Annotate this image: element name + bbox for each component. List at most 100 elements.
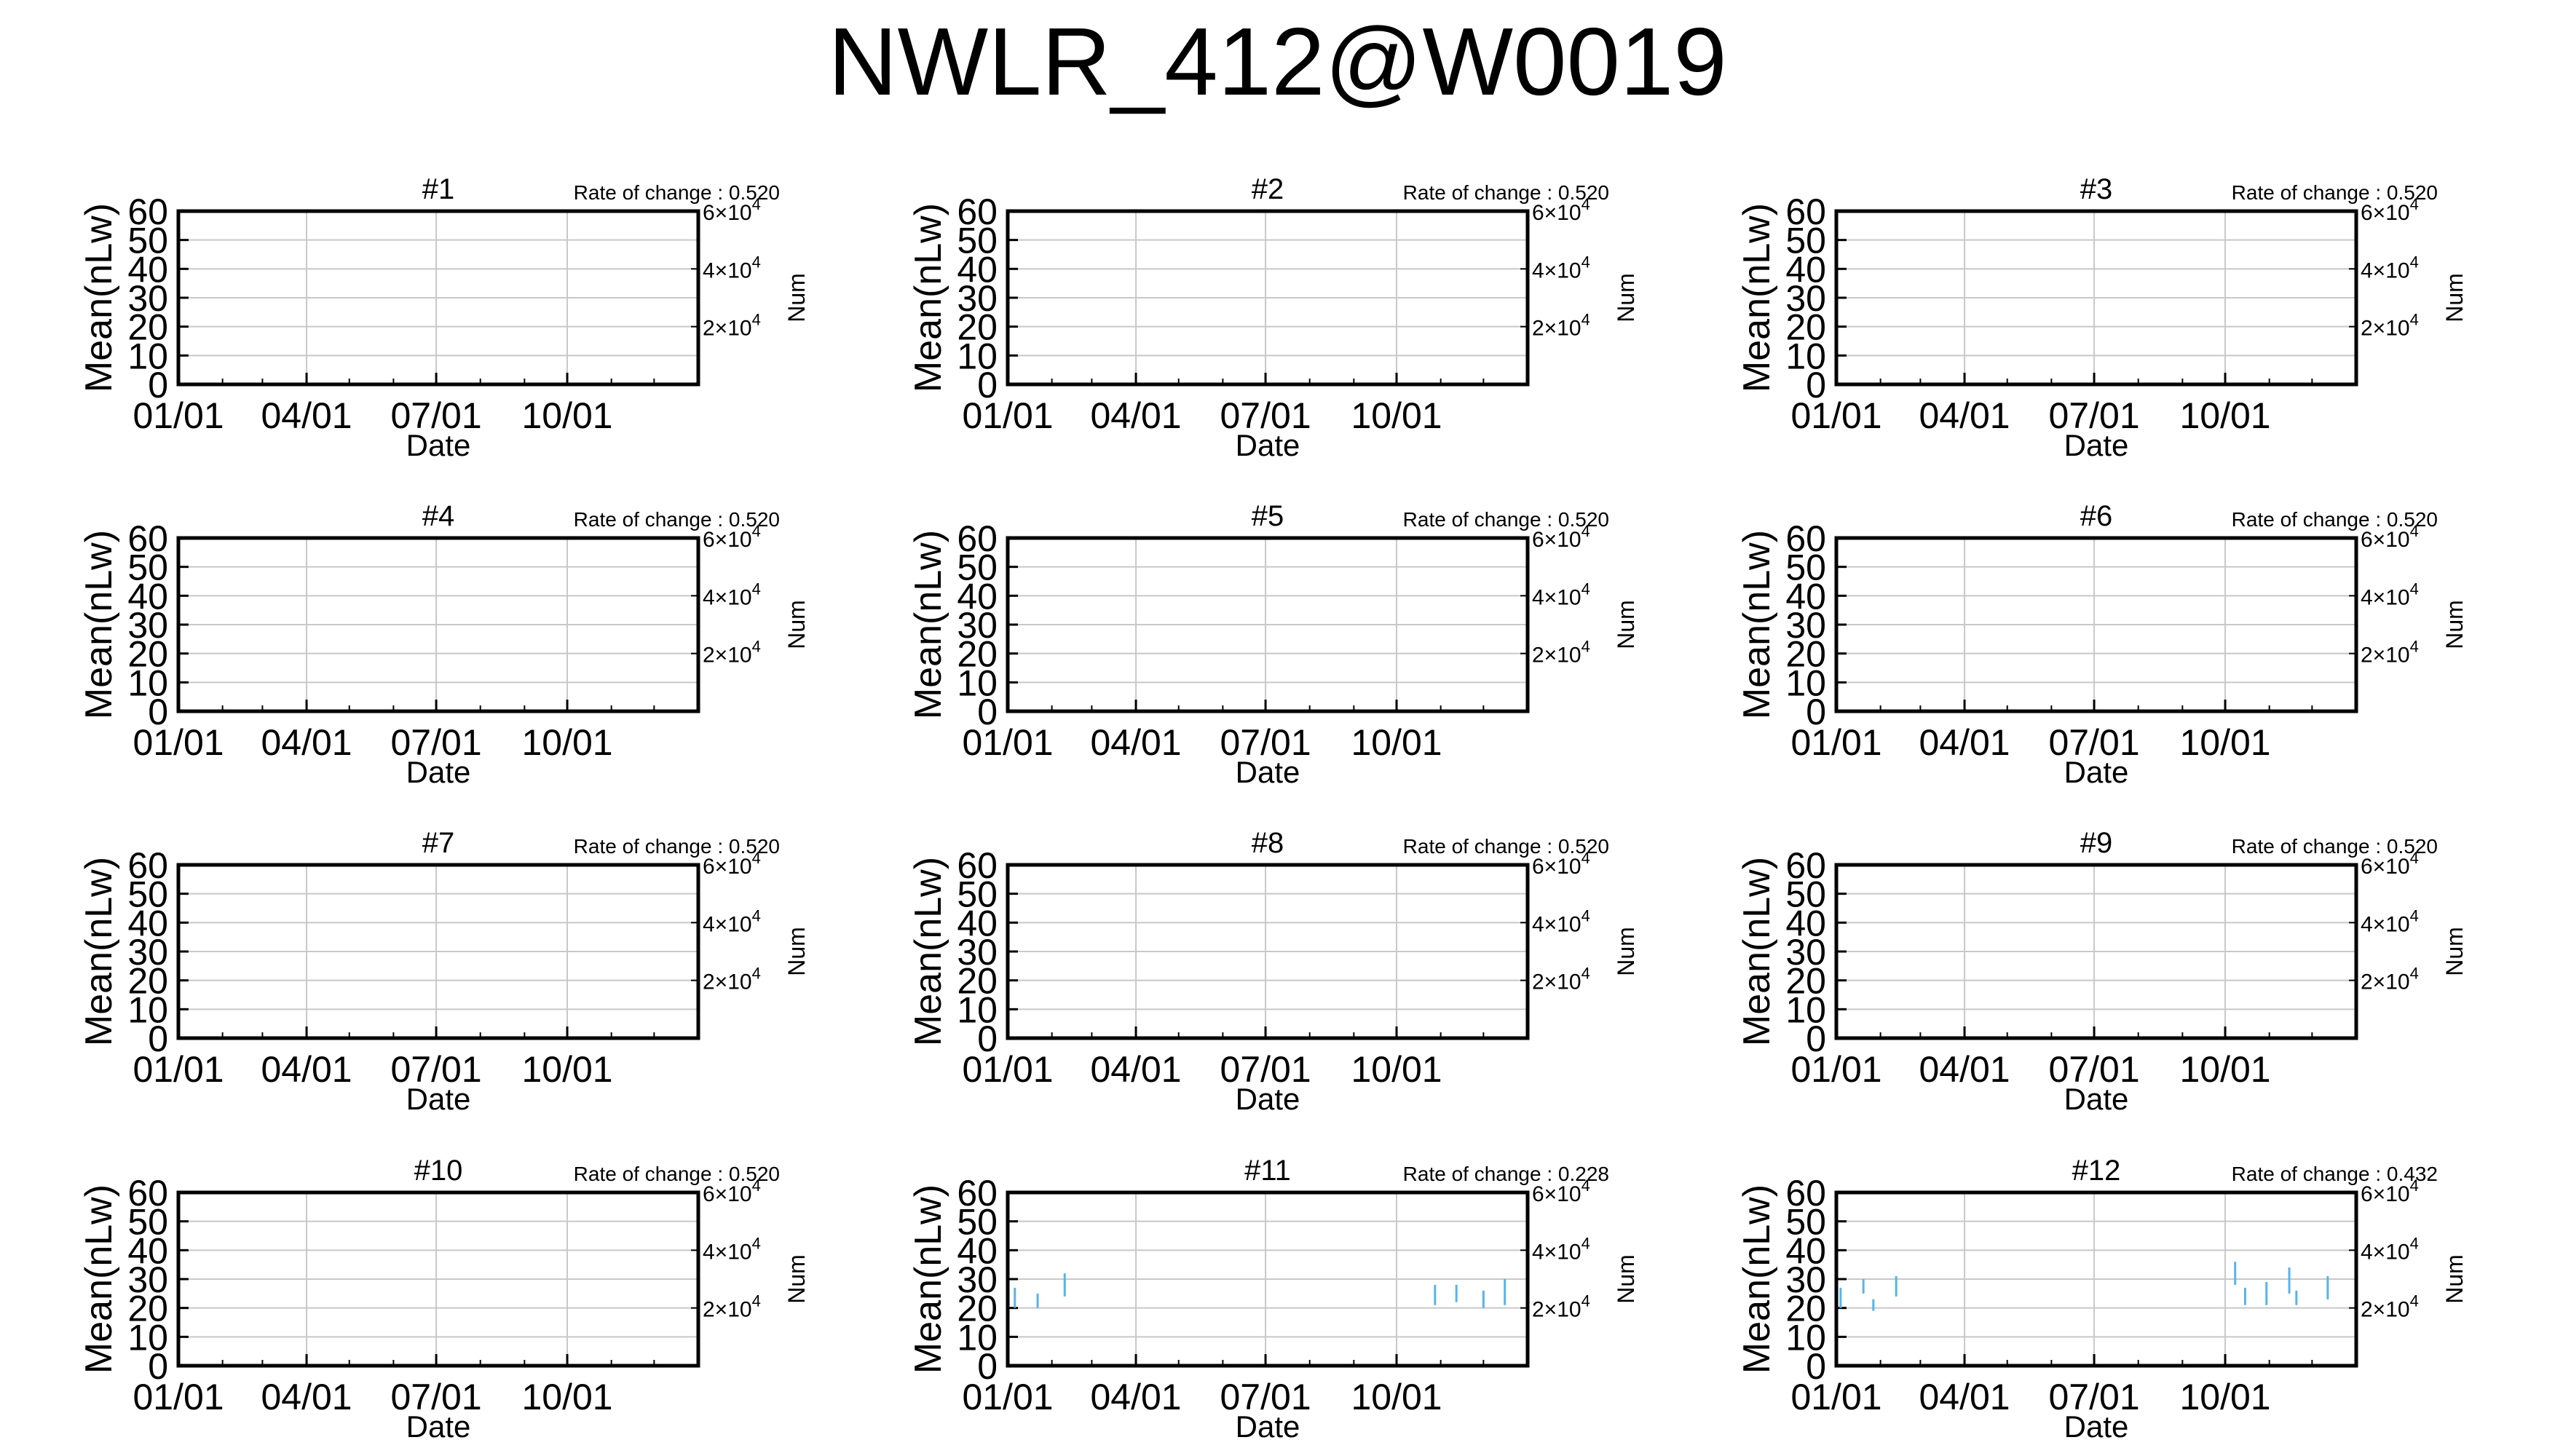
y-tick-label: 40: [1785, 249, 1826, 290]
y2-tick-label: 6×104: [1532, 522, 1590, 552]
y2-tick-base: 6×10: [1532, 855, 1581, 879]
y2-tick-exponent: 4: [2410, 522, 2419, 540]
y2-tick-base: 2×10: [703, 970, 752, 994]
y2-tick-base: 2×10: [2361, 644, 2410, 668]
y2-tick-base: 6×10: [703, 855, 752, 879]
y2-tick-base: 4×10: [703, 912, 752, 936]
rate-label: Rate of change :: [1403, 1163, 1558, 1185]
y-tick-label: 10: [957, 662, 998, 703]
x-tick-label: 01/01: [133, 1049, 224, 1090]
y2-tick-exponent: 4: [1581, 1176, 1590, 1195]
x-tick-label: 07/01: [391, 1049, 482, 1090]
y2-tick-label: 2×104: [703, 311, 761, 341]
x-axis-label: Date: [2064, 428, 2129, 462]
y-tick-label: 60: [1785, 1173, 1826, 1214]
y-tick-label: 40: [127, 1230, 168, 1271]
rate-label: Rate of change :: [2232, 835, 2387, 858]
subplot-title: #3: [2080, 173, 2113, 205]
rate-of-change: Rate of change : 0.228: [1403, 1163, 1609, 1185]
y-tick-label: 50: [1785, 221, 1826, 261]
y2-tick-exponent: 4: [752, 195, 761, 213]
y-tick-label: 20: [1785, 1289, 1826, 1329]
y2-tick-label: 4×104: [2361, 579, 2419, 609]
x-tick-label: 01/01: [1790, 395, 1881, 436]
x-tick-label: 01/01: [133, 722, 224, 763]
y-axis-label: Mean(nLw): [1736, 203, 1778, 392]
y2-tick-base: 6×10: [703, 528, 752, 552]
x-tick-label: 04/01: [1090, 395, 1181, 436]
y2-tick-base: 2×10: [2361, 1298, 2410, 1322]
rate-of-change: Rate of change : 0.520: [2232, 181, 2438, 204]
y2-tick-exponent: 4: [1581, 1292, 1590, 1310]
y2-tick-label: 2×104: [703, 1292, 761, 1322]
subplot-title: #7: [422, 827, 455, 859]
y-tick-label: 40: [1785, 576, 1826, 617]
y2-tick-label: 6×104: [2361, 522, 2419, 552]
rate-value: 0.228: [1558, 1163, 1609, 1185]
y-tick-label: 50: [127, 1202, 168, 1243]
y2-tick-label: 2×104: [1532, 1292, 1590, 1322]
rate-value: 0.520: [729, 508, 780, 531]
rate-value: 0.520: [2387, 835, 2438, 858]
x-tick-label: 10/01: [2179, 722, 2270, 763]
y2-tick-base: 2×10: [1532, 644, 1581, 668]
y2-tick-exponent: 4: [752, 253, 761, 271]
y2-tick-label: 6×104: [703, 522, 761, 552]
y-tick-label: 30: [1785, 1259, 1826, 1300]
y2-tick-exponent: 4: [1581, 195, 1590, 213]
y2-tick-base: 2×10: [703, 317, 752, 341]
y-tick-label: 20: [127, 634, 168, 675]
y2-axis-label: Num: [2441, 600, 2468, 649]
x-tick-label: 10/01: [2179, 1377, 2270, 1417]
y-tick-label: 50: [1785, 1202, 1826, 1243]
y-tick-label: 10: [127, 336, 168, 376]
y2-tick-exponent: 4: [2410, 579, 2419, 598]
x-tick-label: 01/01: [1790, 1049, 1881, 1090]
y-axis-label: Mean(nLw): [78, 203, 120, 392]
x-tick-label: 04/01: [1090, 1049, 1181, 1090]
x-tick-label: 10/01: [2179, 395, 2270, 436]
y2-tick-base: 6×10: [703, 201, 752, 225]
y2-tick-label: 6×104: [1532, 849, 1590, 879]
y-tick-label: 0: [1806, 1346, 1826, 1387]
y2-tick-label: 2×104: [703, 965, 761, 994]
rate-label: Rate of change :: [574, 1163, 729, 1185]
rate-label: Rate of change :: [574, 508, 729, 531]
y2-tick-label: 6×104: [703, 1176, 761, 1206]
y2-tick-label: 4×104: [2361, 906, 2419, 936]
y-tick-label: 0: [148, 1018, 168, 1059]
x-tick-label: 07/01: [1220, 1377, 1311, 1417]
y2-tick-base: 4×10: [2361, 585, 2410, 609]
y2-tick-label: 4×104: [1532, 1234, 1590, 1264]
y-tick-label: 20: [127, 1289, 168, 1329]
y2-tick-base: 2×10: [1532, 317, 1581, 341]
y2-tick-base: 6×10: [2361, 855, 2410, 879]
x-tick-label: 04/01: [261, 1049, 352, 1090]
rate-label: Rate of change :: [1403, 181, 1558, 204]
page-title: NWLR_412@W0019: [828, 8, 1727, 115]
rate-value: 0.520: [1558, 181, 1609, 204]
y2-tick-exponent: 4: [2410, 1292, 2419, 1310]
x-tick-label: 04/01: [1919, 1377, 2010, 1417]
subplot-title: #12: [2072, 1155, 2121, 1187]
y-tick-label: 30: [957, 1259, 998, 1300]
x-tick-label: 07/01: [2049, 1377, 2140, 1417]
y-tick-label: 60: [127, 191, 168, 232]
y2-tick-base: 4×10: [703, 258, 752, 282]
y-tick-label: 60: [127, 845, 168, 886]
y2-tick-label: 4×104: [1532, 253, 1590, 282]
y2-tick-base: 4×10: [2361, 912, 2410, 936]
y-tick-label: 0: [977, 692, 998, 732]
y-tick-label: 40: [127, 903, 168, 943]
x-tick-label: 01/01: [133, 1377, 224, 1417]
y2-tick-label: 2×104: [2361, 311, 2419, 341]
y2-axis-label: Num: [783, 273, 810, 323]
x-axis-label: Date: [406, 1082, 471, 1116]
y2-tick-base: 6×10: [1532, 528, 1581, 552]
y2-axis-label: Num: [783, 600, 810, 649]
y2-tick-exponent: 4: [752, 1234, 761, 1252]
x-tick-label: 04/01: [1919, 722, 2010, 763]
